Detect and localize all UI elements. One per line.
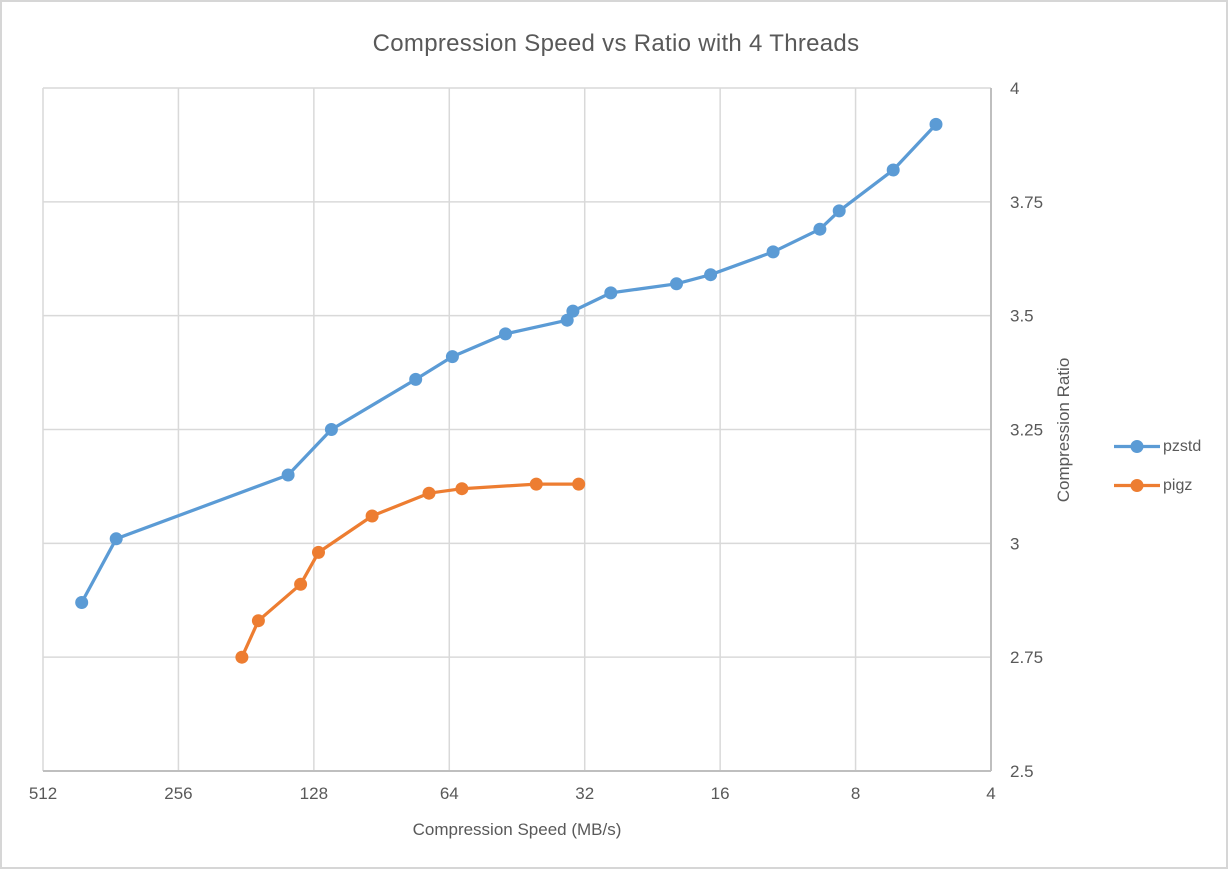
pzstd-marker: [704, 268, 718, 282]
x-tick-label: 8: [851, 784, 860, 803]
x-tick-label: 512: [29, 784, 57, 803]
y-tick-label: 3.25: [1010, 421, 1043, 440]
pigz-marker: [572, 477, 586, 491]
pzstd-marker: [445, 350, 459, 364]
y-tick-label: 3.75: [1010, 193, 1043, 212]
pzstd-marker: [886, 163, 900, 177]
legend: pzstd pigz: [1114, 427, 1201, 505]
pigz-marker: [365, 509, 379, 523]
pigz-marker: [235, 650, 249, 664]
legend-marker-pzstd: [1114, 440, 1160, 453]
x-axis-title: Compression Speed (MB/s): [412, 820, 622, 839]
pigz-marker: [455, 482, 469, 496]
x-tick-label: 32: [575, 784, 594, 803]
y-tick-label: 2.75: [1010, 648, 1043, 667]
pzstd-marker: [832, 204, 846, 218]
pigz-marker: [312, 545, 325, 559]
legend-item-pigz: pigz: [1114, 466, 1201, 505]
pzstd-marker: [409, 372, 423, 386]
y-tick-label: 4: [1010, 79, 1019, 98]
x-tick-label: 128: [300, 784, 328, 803]
pigz-marker: [529, 477, 543, 491]
pzstd-marker: [75, 596, 89, 609]
pzstd-marker: [499, 327, 512, 341]
legend-item-pzstd: pzstd: [1114, 427, 1201, 466]
legend-marker-pigz: [1114, 479, 1160, 492]
pigz-line: [240, 482, 581, 659]
pigz-marker: [294, 577, 308, 591]
y-tick-label: 3.5: [1010, 307, 1034, 326]
pzstd-marker: [766, 245, 780, 259]
x-tick-label: 4: [986, 784, 995, 803]
y-tick-label: 2.5: [1010, 762, 1034, 781]
pzstd-marker: [813, 222, 827, 236]
chart-title: Compression Speed vs Ratio with 4 Thread…: [372, 30, 860, 57]
legend-label: pzstd: [1163, 437, 1202, 455]
pzstd-marker: [324, 423, 338, 436]
pzstd-marker: [670, 277, 683, 291]
y-axis-title: Compression Ratio: [1054, 357, 1073, 503]
pzstd-marker: [566, 304, 580, 318]
pzstd-marker: [929, 117, 943, 131]
pzstd-marker: [604, 286, 618, 300]
pigz-marker: [251, 614, 265, 628]
pzstd-line: [80, 122, 938, 605]
pzstd-marker: [109, 532, 123, 546]
x-tick-label: 64: [440, 784, 459, 803]
x-tick-label: 16: [711, 784, 730, 803]
y-tick-label: 3: [1010, 534, 1019, 553]
pigz-marker: [422, 486, 436, 500]
pzstd-marker: [281, 468, 295, 482]
legend-label: pigz: [1163, 476, 1193, 494]
x-tick-label: 256: [164, 784, 192, 803]
